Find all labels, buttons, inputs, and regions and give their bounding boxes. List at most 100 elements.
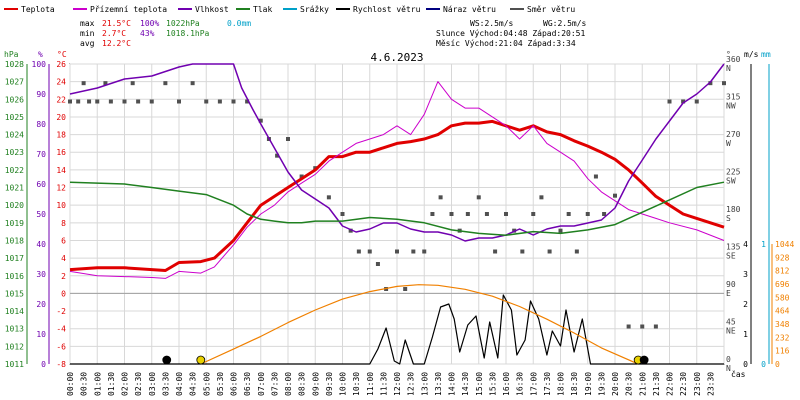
x-tick-label: 05:30: [216, 372, 225, 396]
wind-direction-point: [722, 81, 726, 86]
wind-direction-point: [217, 99, 222, 104]
legend-label: Tlak: [253, 5, 272, 14]
solar-tick-label: 928: [775, 253, 790, 262]
chart-title: 4.6.2023: [371, 51, 424, 64]
x-tick-label: 14:00: [448, 372, 457, 396]
x-tick-label: 02:00: [121, 372, 130, 396]
legend-label: Srážky: [300, 5, 329, 14]
wind-direction-point: [558, 228, 563, 233]
wind-direction-point: [163, 81, 168, 86]
x-tick-label: 20:30: [625, 372, 634, 396]
stats-min-label: min: [80, 29, 95, 38]
x-tick-label: 18:00: [557, 372, 566, 396]
temperature-tick-label: -6: [56, 342, 66, 351]
series-line-temp: [69, 119, 725, 272]
wind-direction-point: [190, 81, 195, 86]
pressure-tick-label: 1020: [5, 201, 24, 210]
solar-tick-label: 0: [775, 360, 780, 369]
direction-tick-label: N: [726, 364, 731, 373]
humidity-axis-unit: %: [38, 50, 43, 59]
wind-direction-point: [95, 99, 100, 104]
x-tick-label: 16:30: [516, 372, 525, 396]
stats-min-pressure: 1018.1hPa: [166, 29, 210, 38]
direction-tick-degrees: 360: [726, 55, 741, 64]
wind-direction-point: [136, 99, 141, 104]
temperature-tick-label: 10: [56, 201, 66, 210]
temperature-tick-label: 8: [61, 219, 66, 228]
solar-tick-label: 116: [775, 347, 790, 356]
stats-wind-gust: WG:2.5m/s: [543, 19, 587, 28]
x-tick-label: 21:30: [652, 372, 661, 396]
x-tick-label: 13:00: [420, 372, 429, 396]
solar-tick-label: 464: [775, 307, 790, 316]
marker-sun-rise: [196, 355, 206, 365]
wind-direction-point: [493, 249, 498, 254]
wind-direction-point: [177, 99, 181, 104]
pressure-tick-label: 1025: [5, 113, 24, 122]
stats-sun-times: Slunce Východ:04:48 Západ:20:51: [436, 29, 585, 38]
wind-direction-point: [653, 324, 658, 329]
direction-tick-degrees: 225: [726, 168, 741, 177]
pressure-tick-label: 1015: [5, 289, 24, 298]
pressure-tick-label: 1019: [5, 219, 24, 228]
x-tick-label: 17:30: [543, 372, 552, 396]
legend-label: Rychlost větru: [353, 5, 421, 14]
x-tick-label: 00:00: [66, 372, 75, 396]
x-tick-label: 14:30: [461, 372, 470, 396]
direction-tick-degrees: 270: [726, 130, 741, 139]
direction-tick-label: S: [726, 214, 731, 223]
x-tick-label: 12:30: [407, 372, 416, 396]
wind-direction-point: [245, 99, 250, 104]
pressure-tick-label: 1012: [5, 342, 24, 351]
direction-tick-degrees: 90: [726, 280, 736, 289]
wind-direction-point: [204, 99, 209, 104]
wind-direction-point: [87, 99, 92, 104]
humidity-tick-label: 10: [36, 330, 46, 339]
wind-direction-point: [149, 99, 154, 104]
x-tick-label: 09:00: [311, 372, 320, 396]
wind-direction-point: [430, 212, 435, 216]
wind-direction-point: [422, 249, 427, 254]
wind-direction-point: [286, 137, 290, 141]
x-tick-label: 22:00: [666, 372, 675, 396]
x-tick-label: 10:00: [339, 372, 348, 396]
wind-direction-point: [411, 249, 416, 254]
direction-tick-degrees: 0: [726, 355, 731, 364]
direction-tick-degrees: 180: [726, 205, 741, 214]
wind-tick-label: 2: [743, 300, 748, 309]
legend-label: Přízemní teplota: [90, 5, 167, 14]
wind-direction-point: [539, 195, 544, 200]
wind-direction-point: [602, 212, 607, 216]
pressure-tick-label: 1021: [5, 184, 24, 193]
direction-tick-degrees: 315: [726, 93, 741, 102]
wind-direction-point: [76, 99, 81, 104]
wind-tick-label: 4: [743, 240, 748, 249]
legend-label: Směr větru: [527, 5, 575, 14]
wind-direction-point: [681, 99, 686, 104]
x-tick-label: 11:30: [379, 372, 388, 396]
wind-direction-point: [574, 249, 579, 254]
temperature-tick-label: 12: [56, 184, 66, 193]
solar-tick-label: 580: [775, 293, 790, 302]
wind-direction-point: [593, 174, 598, 179]
x-tick-label: 23:30: [706, 372, 715, 396]
pressure-tick-label: 1018: [5, 236, 24, 245]
x-tick-label: 05:00: [202, 372, 211, 396]
x-tick-label: 23:00: [693, 372, 702, 396]
pressure-tick-label: 1027: [5, 78, 24, 87]
temperature-tick-label: 20: [56, 113, 66, 122]
x-tick-label: 07:00: [257, 372, 266, 396]
x-tick-label: 01:00: [93, 372, 102, 396]
temperature-axis-unit: °C: [57, 50, 67, 59]
pressure-tick-label: 1014: [5, 307, 24, 316]
temperature-tick-label: -8: [56, 360, 66, 369]
wind-direction-point: [438, 195, 443, 200]
temperature-tick-label: 0: [61, 289, 66, 298]
stats-wind-speed: WS:2.5m/s: [470, 19, 514, 28]
temperature-tick-label: 26: [56, 60, 66, 69]
stats-max-rain: 0.0mm: [227, 19, 251, 28]
humidity-tick-label: 90: [36, 90, 46, 99]
wind-direction-point: [231, 99, 236, 104]
